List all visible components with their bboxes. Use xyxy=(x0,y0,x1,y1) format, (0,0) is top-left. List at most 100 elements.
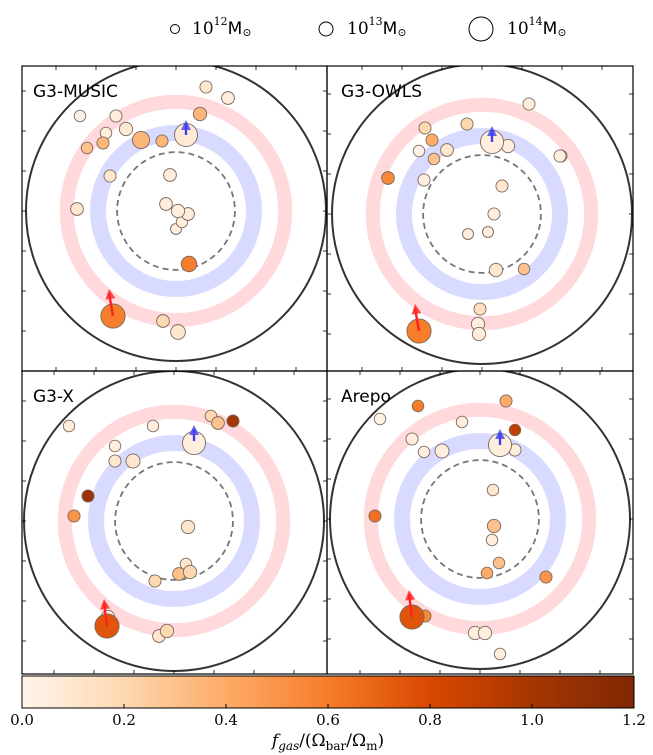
legend-item-1e13: 1013M⊙ xyxy=(318,15,407,39)
halo-marker xyxy=(480,566,494,580)
halo-marker xyxy=(418,121,432,135)
halo-marker xyxy=(495,179,509,193)
dashed-circle xyxy=(116,151,236,271)
mass-legend: 1012M⊙ 1013M⊙ 1014M⊙ xyxy=(170,15,567,42)
halo-marker xyxy=(499,394,513,408)
blue-ring xyxy=(396,128,568,300)
red-velocity-arrow xyxy=(405,590,416,618)
halo-marker xyxy=(170,324,186,340)
panel-arepo: Arepo xyxy=(326,370,634,675)
halo-marker xyxy=(473,302,487,316)
halo-marker xyxy=(440,143,454,157)
legend-item-1e14: 1014M⊙ xyxy=(468,15,567,42)
panel-title: G3-MUSIC xyxy=(33,82,118,102)
halo-marker xyxy=(486,518,502,534)
halo-marker xyxy=(553,149,567,163)
halo-marker xyxy=(405,432,419,446)
dashed-circle xyxy=(422,154,542,274)
halo-marker xyxy=(70,202,84,216)
halo-marker xyxy=(417,445,431,459)
halo-marker xyxy=(73,109,87,123)
dashed-circle xyxy=(420,459,540,579)
halo-marker xyxy=(477,625,493,641)
halo-marker xyxy=(148,574,162,588)
legend-label-1e13: 1013M⊙ xyxy=(347,15,407,39)
dashed-circle xyxy=(114,461,234,581)
panel-g3-owls: G3-OWLS xyxy=(326,65,634,372)
halo-marker xyxy=(381,171,395,185)
halo-marker xyxy=(482,226,494,238)
halo-marker xyxy=(108,439,122,453)
halo-marker xyxy=(125,453,141,469)
halo-marker xyxy=(118,121,134,137)
panel-title: G3-OWLS xyxy=(341,82,422,102)
red-velocity-arrow xyxy=(411,304,422,332)
halo-marker xyxy=(487,207,501,221)
blue-velocity-arrow xyxy=(487,126,497,142)
halo-marker xyxy=(485,533,499,547)
legend-marker-small xyxy=(170,24,180,34)
halo-marker xyxy=(103,169,117,183)
halo-marker xyxy=(81,489,95,503)
blue-velocity-arrow xyxy=(495,429,505,445)
halo-marker xyxy=(170,203,186,219)
halo-marker xyxy=(462,228,474,240)
blue-ring xyxy=(394,433,566,605)
colorbar-gradient xyxy=(21,675,635,709)
halo-marker xyxy=(460,117,474,131)
halo-marker xyxy=(368,509,382,523)
halo-marker xyxy=(155,134,169,148)
legend-marker-large xyxy=(468,16,494,42)
red-ring xyxy=(59,94,293,328)
colorbar: 0.0 0.2 0.4 0.6 0.8 1.0 1.2 fgas/(Ωbar/Ωm) xyxy=(10,675,646,753)
red-velocity-arrow xyxy=(100,599,111,627)
halo-marker xyxy=(159,197,173,211)
colorbar-tick-label: 0.0 xyxy=(10,711,34,729)
halo-marker xyxy=(517,262,531,276)
panel-g3-x: G3-X xyxy=(21,370,328,675)
halo-marker xyxy=(221,91,235,105)
halo-marker xyxy=(180,255,198,273)
halo-marker xyxy=(493,647,507,661)
halo-marker xyxy=(411,399,425,413)
halo-marker xyxy=(62,419,76,433)
panel-title: G3-X xyxy=(33,387,74,407)
legend-item-1e12: 1012M⊙ xyxy=(170,15,252,39)
panel-g3-music: G3-MUSIC xyxy=(21,65,328,372)
colorbar-ticks: 0.0 0.2 0.4 0.6 0.8 1.0 1.2 xyxy=(10,704,646,729)
halo-marker xyxy=(163,168,177,182)
halo-marker xyxy=(492,556,506,570)
halo-marker xyxy=(412,144,426,158)
halo-marker xyxy=(471,326,487,342)
halo-marker xyxy=(67,509,81,523)
halo-marker xyxy=(508,423,522,437)
legend-marker-medium xyxy=(318,21,334,37)
halo-marker xyxy=(192,106,208,122)
colorbar-tick-label: 1.0 xyxy=(520,711,544,729)
halo-marker xyxy=(146,419,160,433)
halo-marker xyxy=(522,97,536,111)
blue-ring xyxy=(88,435,260,607)
halo-marker xyxy=(425,133,439,147)
halo-marker xyxy=(180,519,196,535)
halo-marker xyxy=(434,443,450,459)
legend-label-1e14: 1014M⊙ xyxy=(507,15,567,39)
halo-marker xyxy=(373,412,387,426)
halo-marker xyxy=(159,623,175,639)
panel-title: Arepo xyxy=(341,387,391,407)
halo-marker xyxy=(488,262,504,278)
halo-marker xyxy=(108,454,122,468)
halo-marker xyxy=(211,416,225,430)
legend-label-1e12: 1012M⊙ xyxy=(192,15,252,39)
halo-marker xyxy=(156,314,170,328)
halo-marker xyxy=(80,141,94,155)
colorbar-tick-label: 0.2 xyxy=(112,711,136,729)
halo-marker xyxy=(486,483,500,497)
halo-marker xyxy=(131,130,151,150)
halo-marker xyxy=(199,80,213,94)
colorbar-tick-label: 0.6 xyxy=(316,711,340,729)
colorbar-tick-label: 0.8 xyxy=(418,711,442,729)
halo-marker xyxy=(539,570,553,584)
colorbar-label: fgas/(Ωbar/Ωm) xyxy=(270,731,384,753)
